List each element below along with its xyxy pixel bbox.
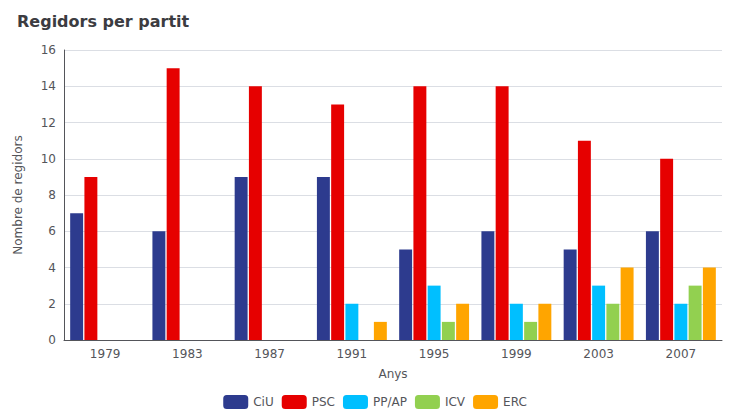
svg-text:4: 4 — [48, 261, 56, 275]
svg-text:2003: 2003 — [583, 347, 614, 361]
svg-text:14: 14 — [41, 79, 56, 93]
svg-text:8: 8 — [48, 188, 56, 202]
svg-text:12: 12 — [41, 116, 56, 130]
svg-text:ICV: ICV — [445, 395, 466, 409]
svg-text:2007: 2007 — [666, 347, 697, 361]
svg-text:1995: 1995 — [419, 347, 450, 361]
svg-text:PSC: PSC — [312, 395, 335, 409]
svg-text:CiU: CiU — [253, 395, 274, 409]
svg-text:0: 0 — [48, 333, 56, 347]
svg-text:1987: 1987 — [254, 347, 285, 361]
svg-text:1991: 1991 — [337, 347, 368, 361]
svg-text:Nombre de regidors: Nombre de regidors — [11, 135, 25, 254]
svg-text:16: 16 — [41, 43, 56, 57]
svg-text:1999: 1999 — [501, 347, 532, 361]
svg-text:2: 2 — [48, 297, 56, 311]
svg-text:1983: 1983 — [172, 347, 203, 361]
svg-text:PP/AP: PP/AP — [373, 395, 407, 409]
svg-text:Regidors per partit: Regidors per partit — [17, 12, 190, 31]
svg-text:6: 6 — [48, 224, 56, 238]
svg-text:Anys: Anys — [378, 367, 407, 381]
svg-text:10: 10 — [41, 152, 56, 166]
svg-text:1979: 1979 — [90, 347, 121, 361]
svg-text:ERC: ERC — [503, 395, 527, 409]
